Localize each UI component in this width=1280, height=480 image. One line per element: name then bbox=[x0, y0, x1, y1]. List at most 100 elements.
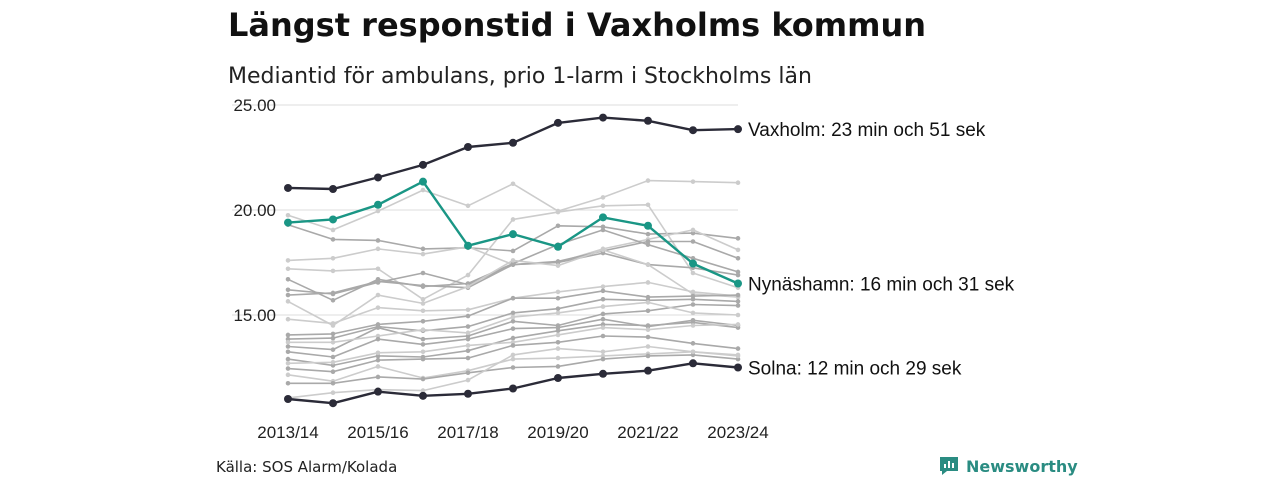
data-point bbox=[330, 340, 336, 345]
data-point bbox=[555, 340, 561, 345]
data-point bbox=[645, 280, 651, 285]
data-point bbox=[419, 177, 427, 186]
data-point bbox=[375, 305, 381, 310]
data-point bbox=[330, 255, 336, 261]
data-point bbox=[734, 279, 742, 288]
data-point bbox=[510, 365, 516, 370]
data-point bbox=[330, 290, 336, 296]
data-point bbox=[510, 314, 516, 320]
data-point bbox=[555, 263, 561, 268]
data-point bbox=[330, 369, 336, 375]
data-point bbox=[690, 352, 696, 358]
data-point bbox=[375, 350, 381, 356]
data-point bbox=[509, 384, 517, 393]
data-point bbox=[645, 308, 651, 314]
data-point bbox=[690, 310, 696, 316]
annotation-vaxholm: Vaxholm: 23 min och 51 sek bbox=[748, 120, 986, 141]
data-point bbox=[510, 310, 516, 316]
data-point bbox=[285, 287, 291, 293]
data-point bbox=[554, 374, 562, 382]
data-point bbox=[690, 293, 696, 299]
data-point bbox=[510, 248, 516, 254]
data-point bbox=[510, 326, 516, 331]
data-point bbox=[555, 328, 561, 334]
data-point bbox=[284, 395, 292, 403]
data-point bbox=[375, 336, 381, 342]
data-point bbox=[464, 389, 472, 398]
data-point bbox=[600, 353, 606, 359]
data-point bbox=[330, 347, 336, 352]
data-point bbox=[420, 187, 426, 193]
data-point bbox=[465, 333, 471, 339]
data-point bbox=[284, 183, 292, 192]
data-point bbox=[645, 344, 651, 349]
data-point bbox=[600, 325, 606, 330]
data-point bbox=[645, 262, 651, 267]
data-point bbox=[465, 330, 471, 336]
data-point bbox=[285, 277, 291, 282]
data-point bbox=[600, 356, 606, 362]
highlight-series-vaxholm bbox=[284, 113, 742, 193]
data-point bbox=[555, 310, 561, 316]
data-point bbox=[465, 313, 471, 319]
data-point bbox=[555, 223, 561, 229]
chart-title: Längst responstid i Vaxholms kommun bbox=[228, 6, 926, 44]
background-series-19 bbox=[285, 352, 741, 386]
data-point bbox=[735, 269, 741, 275]
data-point bbox=[645, 294, 651, 300]
data-point bbox=[285, 349, 291, 355]
data-point bbox=[285, 356, 291, 362]
data-point bbox=[510, 217, 516, 222]
data-point bbox=[465, 284, 471, 289]
data-point bbox=[600, 195, 606, 200]
data-point bbox=[420, 376, 426, 382]
data-point bbox=[510, 352, 516, 358]
data-point bbox=[690, 179, 696, 184]
data-point bbox=[375, 357, 381, 363]
data-point bbox=[600, 316, 606, 322]
data-point bbox=[285, 361, 291, 366]
data-point bbox=[644, 221, 652, 230]
data-point bbox=[689, 359, 697, 368]
series-line bbox=[287, 116, 739, 191]
data-point bbox=[600, 296, 606, 302]
data-point bbox=[329, 215, 337, 224]
data-point bbox=[690, 302, 696, 307]
data-point bbox=[464, 241, 472, 250]
data-point bbox=[644, 116, 652, 125]
data-point bbox=[600, 250, 606, 256]
data-point bbox=[690, 230, 696, 236]
data-point bbox=[419, 160, 427, 169]
background-series-17 bbox=[285, 333, 741, 375]
data-point bbox=[465, 355, 471, 361]
data-point bbox=[465, 348, 471, 354]
data-point bbox=[600, 203, 606, 209]
data-point bbox=[420, 296, 426, 302]
data-point bbox=[600, 349, 606, 355]
data-point bbox=[645, 242, 651, 247]
data-point bbox=[285, 344, 291, 349]
data-point bbox=[420, 301, 426, 306]
background-series-4 bbox=[285, 202, 741, 302]
data-point bbox=[285, 340, 291, 345]
data-point bbox=[735, 322, 741, 327]
data-point bbox=[375, 374, 381, 380]
data-point bbox=[554, 242, 562, 251]
data-point bbox=[600, 311, 606, 317]
data-point bbox=[464, 143, 472, 151]
data-point bbox=[465, 377, 471, 383]
data-point bbox=[645, 353, 651, 359]
data-point bbox=[645, 327, 651, 333]
y-tick-label: 25.00 bbox=[233, 96, 276, 115]
data-point bbox=[600, 304, 606, 309]
data-point bbox=[285, 266, 291, 272]
data-point bbox=[599, 369, 607, 378]
data-point bbox=[555, 295, 561, 301]
data-point bbox=[285, 292, 291, 298]
data-point bbox=[330, 298, 336, 303]
data-point bbox=[690, 320, 696, 325]
data-point bbox=[374, 200, 382, 209]
data-point bbox=[645, 178, 651, 183]
data-point bbox=[735, 346, 741, 351]
data-point bbox=[375, 292, 381, 298]
